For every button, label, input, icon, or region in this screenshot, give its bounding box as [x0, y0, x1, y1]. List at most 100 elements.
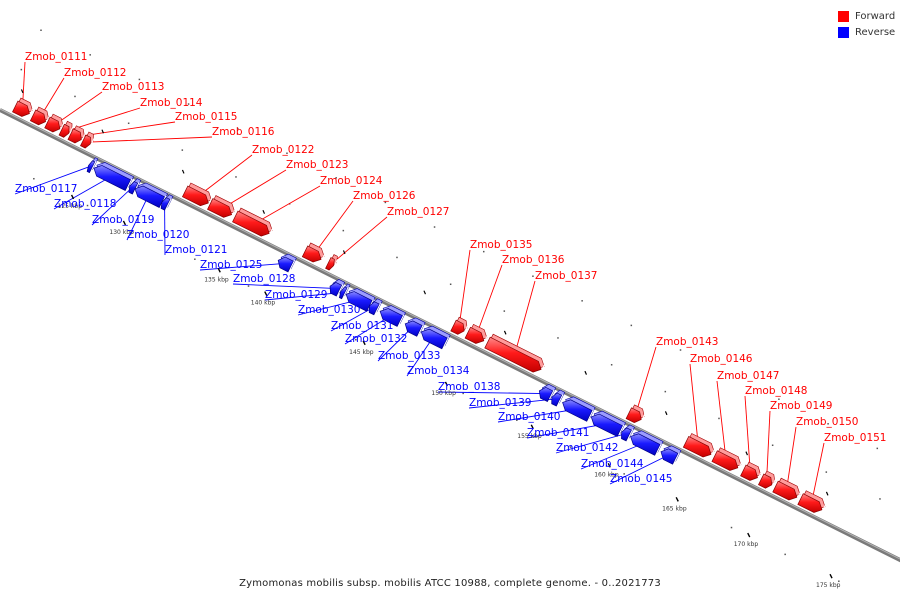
gene-Zmob_0123[interactable] [207, 195, 237, 218]
Zmob_0113-label[interactable]: Zmob_0113 [102, 81, 164, 93]
gene-Zmob_0131[interactable] [368, 298, 383, 316]
gene-Zmob_0132[interactable] [379, 305, 406, 327]
gene-Zmob_0142[interactable] [621, 424, 635, 442]
Zmob_0128-label[interactable]: Zmob_0128 [233, 273, 295, 285]
Zmob_0129-label[interactable]: Zmob_0129 [265, 289, 327, 301]
gene-Zmob_0122[interactable] [181, 182, 213, 207]
Zmob_0111-label[interactable]: Zmob_0111 [25, 51, 87, 63]
ruler-tick-label: 155 kbp [517, 433, 542, 440]
gene-Zmob_0148[interactable] [740, 461, 763, 481]
gene-Zmob_0117[interactable] [86, 157, 99, 174]
gene-labels[interactable]: Zmob_0111 Zmob_0112 Zmob_0113 Zmob_0114 Zmob… [15, 51, 886, 485]
gene-Zmob_0127[interactable] [325, 254, 339, 271]
Zmob_0118-label[interactable]: Zmob_0118 [54, 198, 116, 210]
Zmob_0123-label[interactable]: Zmob_0123 [286, 159, 348, 171]
Zmob_0119-label[interactable]: Zmob_0119 [92, 214, 154, 226]
Zmob_0132-label[interactable]: Zmob_0132 [345, 333, 407, 345]
Zmob_0142-label[interactable]: Zmob_0142 [556, 442, 618, 454]
legend-forward[interactable]: Forward [838, 9, 900, 24]
gene-Zmob_0115[interactable] [67, 125, 86, 144]
Zmob_0149-leader [766, 410, 771, 483]
Zmob_0138-leader [437, 391, 545, 394]
Zmob_0135-label[interactable]: Zmob_0135 [470, 239, 532, 251]
Zmob_0120-label[interactable]: Zmob_0120 [127, 229, 189, 241]
gene-Zmob_0128[interactable] [329, 279, 346, 297]
minor-dot [532, 275, 534, 277]
Zmob_0121-label[interactable]: Zmob_0121 [165, 244, 227, 256]
Zmob_0151-label[interactable]: Zmob_0151 [824, 432, 886, 444]
Zmob_0114-label[interactable]: Zmob_0114 [140, 97, 203, 109]
gene-Zmob_0136[interactable] [464, 323, 489, 344]
Zmob_0145-label[interactable]: Zmob_0145 [610, 473, 672, 485]
Zmob_0126-label[interactable]: Zmob_0126 [353, 190, 416, 202]
gene-Zmob_0112[interactable] [29, 106, 51, 126]
ruler-tick [70, 194, 75, 200]
gene-Zmob_0119[interactable] [128, 178, 142, 195]
Zmob_0144-label[interactable]: Zmob_0144 [581, 458, 644, 470]
gene-Zmob_0126[interactable] [301, 242, 326, 263]
legend-reverse[interactable]: Reverse [838, 25, 900, 40]
gene-Zmob_0113[interactable] [44, 113, 65, 133]
gene-Zmob_0121[interactable] [160, 194, 174, 211]
Zmob_0136-label[interactable]: Zmob_0136 [502, 254, 565, 266]
gene-Zmob_0143[interactable] [625, 404, 646, 424]
gene-Zmob_0129[interactable] [338, 283, 351, 300]
Zmob_0147-label[interactable]: Zmob_0147 [717, 370, 779, 382]
gene-Zmob_0137[interactable] [484, 333, 546, 373]
Zmob_0128-leader [232, 283, 335, 289]
minor-dot [784, 553, 786, 556]
Zmob_0124-label[interactable]: Zmob_0124 [320, 175, 383, 187]
Zmob_0150-label[interactable]: Zmob_0150 [796, 416, 858, 428]
Zmob_0112-label[interactable]: Zmob_0112 [64, 67, 126, 79]
Zmob_0138-label[interactable]: Zmob_0138 [438, 381, 500, 393]
Zmob_0147-leader [716, 380, 727, 463]
gene-Zmob_0116[interactable] [80, 131, 95, 149]
gene-Zmob_0111[interactable] [12, 97, 34, 117]
Zmob_0131-label[interactable]: Zmob_0131 [331, 320, 393, 332]
Zmob_0127-label[interactable]: Zmob_0127 [387, 206, 449, 218]
gene-Zmob_0150[interactable] [772, 477, 802, 501]
Zmob_0149-label[interactable]: Zmob_0149 [770, 400, 832, 412]
gene-Zmob_0149[interactable] [758, 470, 777, 489]
gene-Zmob_0144[interactable] [630, 430, 664, 456]
gene-Zmob_0140[interactable] [562, 396, 596, 422]
gene-Zmob_0114[interactable] [58, 120, 74, 138]
gene-Zmob_0118[interactable] [93, 162, 134, 191]
Zmob_0146-label[interactable]: Zmob_0146 [690, 353, 753, 365]
gene-Zmob_0124[interactable] [232, 207, 274, 237]
gene-Zmob_0138[interactable] [538, 384, 557, 403]
minor-dot [718, 417, 720, 420]
gene-Zmob_0134[interactable] [420, 325, 451, 350]
gene-Zmob_0141[interactable] [590, 410, 626, 437]
Zmob_0141-label[interactable]: Zmob_0141 [527, 427, 589, 439]
Zmob_0117-leader [14, 165, 91, 195]
Zmob_0148-label[interactable]: Zmob_0148 [745, 385, 807, 397]
Zmob_0140-label[interactable]: Zmob_0140 [498, 411, 560, 423]
Zmob_0115-label[interactable]: Zmob_0115 [175, 111, 237, 123]
gene-Zmob_0146[interactable] [682, 433, 716, 458]
Zmob_0117-label[interactable]: Zmob_0117 [15, 183, 77, 195]
Zmob_0132-leader [344, 315, 391, 345]
Zmob_0139-label[interactable]: Zmob_0139 [469, 397, 531, 409]
gene-Zmob_0151[interactable] [797, 490, 827, 513]
Zmob_0130-label[interactable]: Zmob_0130 [298, 304, 360, 316]
minor-dot [247, 285, 250, 287]
ruler-tick-label: 135 kbp [204, 276, 229, 283]
Zmob_0137-label[interactable]: Zmob_0137 [535, 270, 597, 282]
Zmob_0116-label[interactable]: Zmob_0116 [212, 126, 275, 138]
gene-Zmob_0139[interactable] [551, 389, 566, 407]
gene-Zmob_0133[interactable] [404, 317, 426, 337]
gene-Zmob_0135[interactable] [450, 316, 469, 335]
gene-Zmob_0145[interactable] [660, 445, 682, 465]
minor-dot [127, 122, 130, 125]
Zmob_0137-leader [513, 280, 536, 357]
legend-reverse-label: Reverse [855, 27, 896, 38]
Zmob_0133-label[interactable]: Zmob_0133 [378, 350, 440, 362]
gene-Zmob_0125[interactable] [277, 253, 297, 273]
Zmob_0122-label[interactable]: Zmob_0122 [252, 144, 314, 156]
Zmob_0143-label[interactable]: Zmob_0143 [656, 336, 718, 348]
gene-Zmob_0147[interactable] [711, 447, 743, 471]
Zmob_0134-label[interactable]: Zmob_0134 [407, 365, 470, 377]
Zmob_0125-label[interactable]: Zmob_0125 [200, 259, 262, 271]
